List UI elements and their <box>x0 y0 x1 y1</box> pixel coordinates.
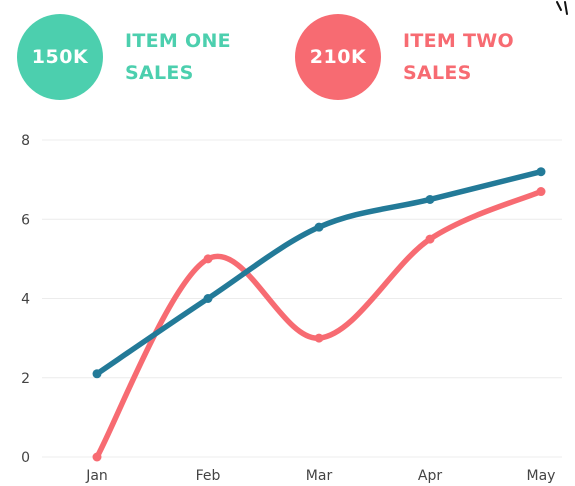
series-1-point <box>536 167 546 177</box>
series-2-point <box>425 234 435 244</box>
item-one-label-line1: ITEM ONE <box>125 30 231 52</box>
item-two-label-line1: ITEM TWO <box>403 30 515 52</box>
item-one-sales-badge: 150K <box>17 14 103 100</box>
series-2-point <box>536 187 546 197</box>
item-two-sales-label: ITEM TWO SALES <box>403 25 514 89</box>
x-tick-label: Jan <box>85 468 108 484</box>
chart-points <box>92 167 546 462</box>
y-tick-label: 2 <box>21 371 30 387</box>
item-two-sales-badge: 210K <box>295 14 381 100</box>
item-two-label-line2: SALES <box>403 62 472 84</box>
series-2-point <box>314 333 324 343</box>
chart-series <box>94 168 544 460</box>
series-2-point <box>92 452 102 462</box>
item-one-sales-label: ITEM ONE SALES <box>125 25 231 89</box>
y-axis-ticks: 0 2 4 6 8 <box>21 133 30 466</box>
x-tick-label: Mar <box>306 468 333 484</box>
x-axis-ticks: Jan Feb Mar Apr May <box>85 468 555 484</box>
series-2-point <box>203 254 213 264</box>
series-1-point <box>425 194 435 204</box>
series-line-1 <box>94 168 544 377</box>
series-1-point <box>314 222 324 232</box>
corner-decoration-icon <box>556 1 568 15</box>
y-tick-label: 0 <box>21 450 30 466</box>
item-one-label-line2: SALES <box>125 62 194 84</box>
y-tick-label: 4 <box>21 292 30 308</box>
series-1-point <box>203 294 213 303</box>
x-tick-label: May <box>527 468 556 484</box>
x-tick-label: Feb <box>196 468 221 484</box>
chart-gridlines <box>42 139 562 458</box>
x-tick-label: Apr <box>418 468 442 484</box>
y-tick-label: 6 <box>21 212 30 228</box>
y-tick-label: 8 <box>21 133 30 149</box>
series-1-point <box>92 369 102 379</box>
